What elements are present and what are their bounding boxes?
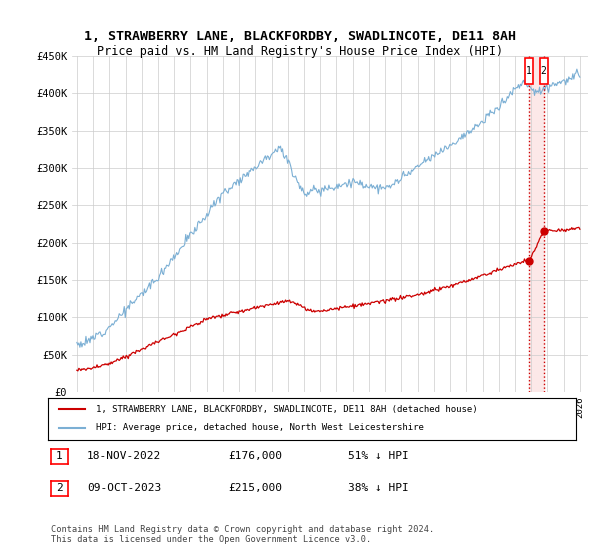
Text: 2: 2 <box>56 483 63 493</box>
Text: 1: 1 <box>526 66 532 76</box>
Text: 38% ↓ HPI: 38% ↓ HPI <box>348 483 409 493</box>
Text: 18-NOV-2022: 18-NOV-2022 <box>87 451 161 461</box>
Bar <box>525 58 533 83</box>
Bar <box>529 56 544 392</box>
Text: HPI: Average price, detached house, North West Leicestershire: HPI: Average price, detached house, Nort… <box>95 423 424 432</box>
Text: 2: 2 <box>541 66 547 76</box>
Text: 51% ↓ HPI: 51% ↓ HPI <box>348 451 409 461</box>
Text: £176,000: £176,000 <box>228 451 282 461</box>
Text: 1, STRAWBERRY LANE, BLACKFORDBY, SWADLINCOTE, DE11 8AH (detached house): 1, STRAWBERRY LANE, BLACKFORDBY, SWADLIN… <box>95 405 477 414</box>
Text: £215,000: £215,000 <box>228 483 282 493</box>
Text: Price paid vs. HM Land Registry's House Price Index (HPI): Price paid vs. HM Land Registry's House … <box>97 45 503 58</box>
Text: 09-OCT-2023: 09-OCT-2023 <box>87 483 161 493</box>
Bar <box>539 58 548 83</box>
Text: 1: 1 <box>56 451 63 461</box>
Text: Contains HM Land Registry data © Crown copyright and database right 2024.
This d: Contains HM Land Registry data © Crown c… <box>51 525 434 544</box>
Text: 1, STRAWBERRY LANE, BLACKFORDBY, SWADLINCOTE, DE11 8AH: 1, STRAWBERRY LANE, BLACKFORDBY, SWADLIN… <box>84 30 516 43</box>
